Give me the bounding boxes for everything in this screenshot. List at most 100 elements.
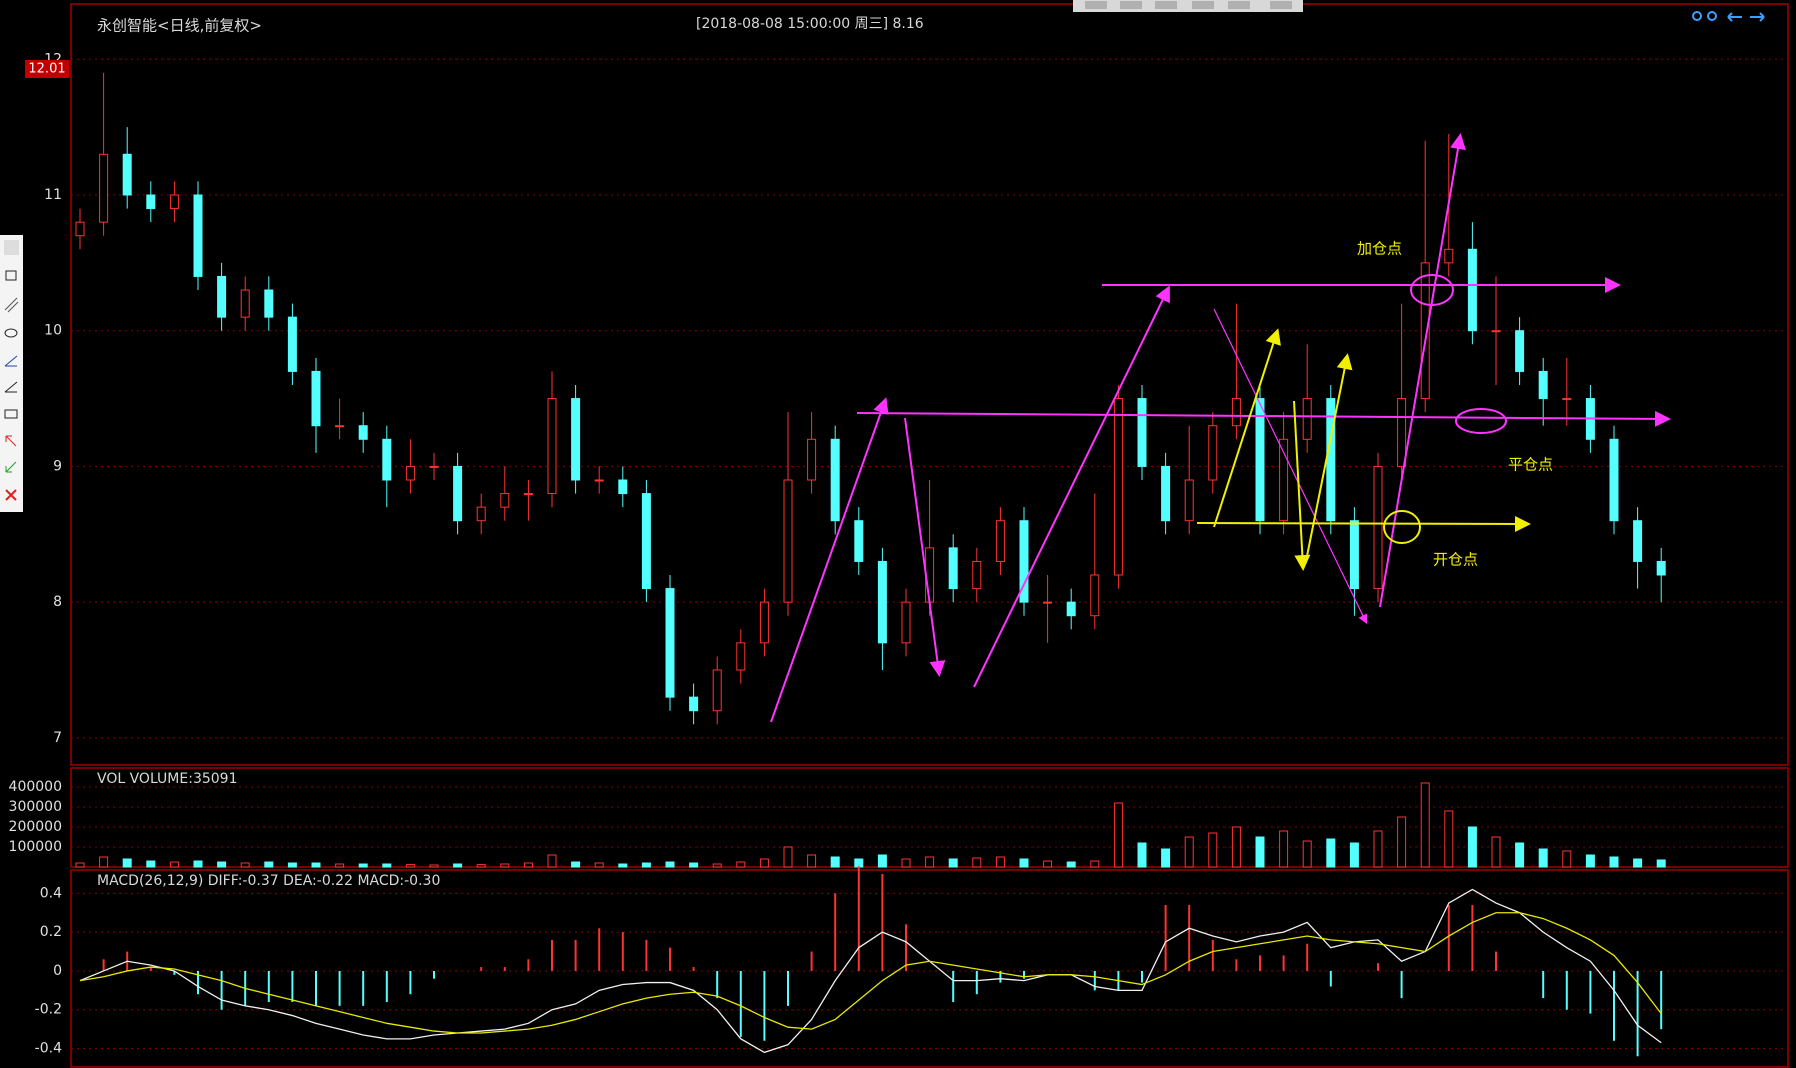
tool-ellipse[interactable] [4,328,18,338]
volume-bar [453,863,463,868]
macd-panel-border [70,869,1789,1068]
toolbar-button[interactable] [1120,1,1142,9]
scroll-right[interactable] [1750,12,1765,22]
volume-bar [500,863,510,868]
volume-label: VOL VOLUME:35091 [97,771,237,787]
price-panel-border [70,3,1789,766]
annotation: 开仓点 [1433,551,1478,569]
volume-bar [382,863,392,868]
volume-bar [1562,850,1572,868]
tool-down-arrow[interactable] [5,461,17,473]
volume-bar [972,857,982,868]
volume-bar [689,862,699,868]
marker-ellipse [1455,408,1507,434]
toolbar-bg [1073,0,1303,12]
chart-title: 永创智能<日线,前复权> [97,17,262,35]
candle-body [1562,398,1572,401]
volume-bar [901,858,911,868]
volume-bar [429,864,439,868]
candle-body [146,194,156,210]
zoom-out[interactable] [1707,11,1717,21]
candle-body [1633,520,1643,562]
volume-panel-border [70,767,1789,868]
candle-body [1609,438,1619,522]
scroll-left[interactable] [1727,12,1742,22]
volume-bar [169,861,179,868]
y-tick-label: -0.2 [35,1002,62,1018]
candle-body [476,506,486,522]
zoom-in[interactable] [1692,11,1702,21]
volume-bar [1633,858,1643,868]
candle-body [972,560,982,590]
volume-bar [712,863,722,868]
volume-bar [264,861,274,868]
candle-body [712,669,722,712]
tool-delete[interactable] [5,489,17,501]
volume-bar [783,846,793,868]
volume-bar [1444,810,1454,868]
candle-body [1019,520,1029,603]
volume-bar [99,856,109,868]
candle-body [995,520,1005,562]
candle-body [335,425,345,428]
volume-bar [995,856,1005,868]
candle-body [358,425,368,440]
level-line [1196,515,1531,532]
volume-bar [311,862,321,868]
volume-bar [641,862,651,868]
candle-body [240,289,250,318]
volume-bar [1609,856,1619,868]
candle-body [571,398,581,481]
y-tick-label: -0.4 [35,1041,62,1057]
y-tick-label: 200000 [9,819,62,835]
volume-bar [547,854,557,868]
candle-body [1420,262,1430,400]
tool-ruler[interactable] [4,409,18,419]
volume-bar [1113,802,1123,868]
candle-body [264,289,274,318]
tool-rect[interactable] [5,270,17,281]
toolbar-button[interactable] [1085,1,1107,9]
volume-bar [1208,832,1218,868]
volume-bar [1090,860,1100,868]
candle-body [1184,479,1194,522]
toolbar-button[interactable] [1270,1,1292,9]
toolbar-button[interactable] [1192,1,1214,9]
volume-bar [1019,858,1029,868]
candle-body [1444,248,1454,264]
candle-body [1656,560,1666,576]
candle-body [1161,465,1171,522]
tool-fib[interactable] [4,381,18,393]
annotation: 平仓点 [1508,456,1553,474]
candle-body [1090,574,1100,617]
volume-bar [854,858,864,868]
toolbar-bg [0,235,23,512]
tool-angle[interactable] [4,355,18,367]
plot-area: 7891011121000002000003000004000000.40.20… [9,51,1788,1057]
candle-body [99,153,109,223]
macd-line [79,912,1662,1034]
candle-body [1349,520,1359,590]
volume-bar [1515,842,1525,868]
trend-arrow [1379,133,1466,608]
toolbar-button[interactable] [1228,1,1250,9]
tool-parallel[interactable] [4,297,19,313]
volume-bar [75,862,85,868]
trend-arrow [1305,353,1353,562]
chart-subtitle: [2018-08-08 15:00:00 周三] 8.16 [696,16,924,32]
volume-bar [736,861,746,868]
volume-bar [877,854,887,868]
candle-body [1491,330,1501,333]
candle-body [169,194,179,210]
toolbar-button[interactable] [1155,1,1177,9]
volume-bar [217,861,227,868]
candle-body [877,560,887,644]
volume-bar [1231,826,1241,868]
tool-select[interactable] [4,240,19,255]
y-tick-label: 9 [53,458,62,474]
tool-up-arrow[interactable] [5,435,17,447]
volume-bar [1397,816,1407,868]
y-tick-label: 0 [53,963,62,979]
volume-bar [571,861,581,868]
